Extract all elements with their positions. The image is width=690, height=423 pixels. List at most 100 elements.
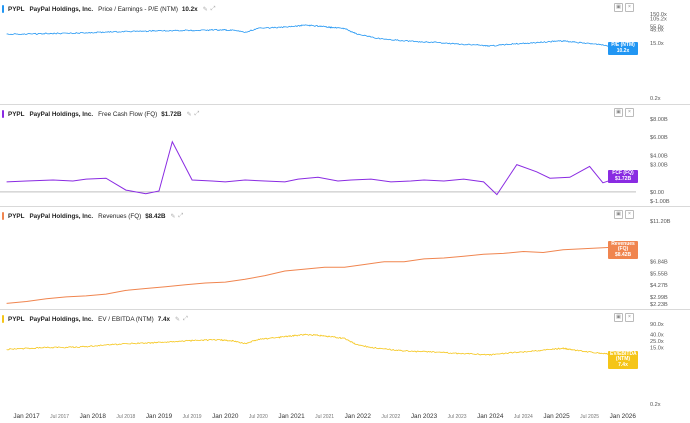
y-tick-label: 0.2x xyxy=(650,402,661,408)
metric-value: 10.2x xyxy=(181,5,198,13)
panel-controls: ▣ × xyxy=(614,108,634,117)
y-tick-label: $0.00 xyxy=(650,190,664,196)
metric-label: Revenues (FQ) xyxy=(98,212,142,220)
series-line xyxy=(6,246,623,304)
x-tick-label: Jan 2024 xyxy=(477,413,504,420)
x-tick-label: Jan 2019 xyxy=(145,413,173,420)
y-tick-label: $2.99B xyxy=(650,295,668,301)
x-tick-label: Jan 2018 xyxy=(79,413,106,420)
series-color-marker xyxy=(2,315,4,323)
maximize-icon[interactable]: ▣ xyxy=(614,108,623,117)
x-tick-label: Jul 2022 xyxy=(381,414,401,420)
y-tick-label: 105.2x xyxy=(650,17,667,23)
y-tick-label: $6.84B xyxy=(650,259,668,265)
edit-icon[interactable]: ✎ xyxy=(186,111,192,118)
badge-value: 10.2x xyxy=(616,47,630,54)
y-tick-label: 40.0x xyxy=(650,333,664,339)
expand-icon[interactable]: ⤢ xyxy=(194,110,200,117)
close-icon[interactable]: × xyxy=(625,313,634,322)
metric-value: $8.42B xyxy=(145,212,166,220)
x-tick-label: Jul 2023 xyxy=(447,414,467,420)
y-tick-label: 25.0x xyxy=(650,339,664,345)
chart-panel-0: PYPL PayPal Holdings, Inc. Price / Earning… xyxy=(0,0,690,104)
badge-value: $1.72B xyxy=(614,175,632,182)
metric-value: $1.72B xyxy=(161,110,182,118)
x-tick-label: Jan 2017 xyxy=(13,413,40,420)
ticker-label: PYPL xyxy=(8,212,25,220)
x-tick-label: Jan 2025 xyxy=(543,413,570,420)
series-color-marker xyxy=(2,212,4,220)
y-tick-label: $4.00B xyxy=(650,153,668,159)
badge-metric: P/E (NTM) xyxy=(611,42,635,49)
y-tick-label: 45.0x xyxy=(650,27,664,33)
panel-controls: ▣ × xyxy=(614,3,634,12)
panel-controls: ▣ × xyxy=(614,313,634,322)
line-chart: $11.20B $6.84B $5.55B $4.27B $2.99B$2.23B xyxy=(6,219,671,308)
close-icon[interactable]: × xyxy=(625,3,634,12)
y-tick-label: $-1.00B xyxy=(650,199,670,205)
x-tick-label: Jan 2023 xyxy=(410,413,438,420)
expand-icon[interactable]: ⤢ xyxy=(210,5,216,12)
x-tick-label: Jan 2022 xyxy=(344,413,371,420)
edit-icon[interactable]: ✎ xyxy=(170,213,176,220)
edit-icon[interactable]: ✎ xyxy=(202,6,208,13)
close-icon[interactable]: × xyxy=(625,210,634,219)
series-line xyxy=(6,24,623,49)
x-tick-label: Jul 2025 xyxy=(580,414,600,420)
badge-value: 7.4x xyxy=(618,361,628,368)
x-tick-label: Jan 2021 xyxy=(278,413,305,420)
badge-metric: EV/EBITDA (NTM) xyxy=(610,350,637,363)
y-tick-label: 55.0x xyxy=(650,25,664,31)
company-label: PayPal Holdings, Inc. xyxy=(29,110,94,118)
chart-panel-3: PYPL PayPal Holdings, Inc. EV / EBITDA (NT… xyxy=(0,309,690,410)
x-tick-label: Jul 2021 xyxy=(315,414,335,420)
y-tick-label: $4.27B xyxy=(650,283,668,289)
maximize-icon[interactable]: ▣ xyxy=(614,3,623,12)
badge-value: $8.42B xyxy=(614,251,632,258)
current-value-badge: EV/EBITDA (NTM) 7.4x xyxy=(608,350,638,370)
current-value-badge: P/E (NTM) 10.2x xyxy=(608,42,638,56)
ticker-label: PYPL xyxy=(8,5,25,13)
panel-header: PYPL PayPal Holdings, Inc. EV / EBITDA (NT… xyxy=(2,314,191,324)
current-value-badge: FCF (FQ) $1.72B xyxy=(608,170,638,184)
y-tick-label: $8.00B xyxy=(650,117,668,123)
close-icon[interactable]: × xyxy=(625,108,634,117)
metric-label: EV / EBITDA (NTM) xyxy=(98,315,154,323)
maximize-icon[interactable]: ▣ xyxy=(614,210,623,219)
company-label: PayPal Holdings, Inc. xyxy=(29,315,94,323)
metric-value: 7.4x xyxy=(157,315,171,323)
y-tick-label: 15.0x xyxy=(650,41,664,47)
ticker-label: PYPL xyxy=(8,315,25,323)
y-tick-label: $11.20B xyxy=(650,219,671,225)
maximize-icon[interactable]: ▣ xyxy=(614,313,623,322)
expand-icon[interactable]: ⤢ xyxy=(178,212,184,219)
series-line xyxy=(6,140,623,196)
panel-header: PYPL PayPal Holdings, Inc. Revenues (FQ) $8… xyxy=(2,211,186,221)
y-tick-label: $6.00B xyxy=(650,135,668,141)
x-tick-label: Jul 2019 xyxy=(182,414,202,420)
chart-panel-1: PYPL PayPal Holdings, Inc. Free Cash Flow … xyxy=(0,104,690,207)
expand-icon[interactable]: ⤢ xyxy=(183,315,188,322)
badge-metric: Revenues (FQ) xyxy=(611,240,635,253)
metric-label: Free Cash Flow (FQ) xyxy=(98,110,158,118)
y-tick-label: $3.00B xyxy=(650,163,668,169)
current-value-badge: Revenues (FQ) $8.42B xyxy=(608,240,638,260)
panel-header: PYPL PayPal Holdings, Inc. Free Cash Flow … xyxy=(2,109,202,119)
series-color-marker xyxy=(2,5,4,13)
x-tick-label: Jul 2017 xyxy=(50,414,70,420)
y-tick-label: 0.2x xyxy=(650,96,661,102)
edit-icon[interactable]: ✎ xyxy=(175,316,181,323)
x-tick-label: Jul 2018 xyxy=(116,414,136,420)
series-color-marker xyxy=(2,110,4,118)
y-tick-label: $5.55B xyxy=(650,271,668,277)
panel-controls: ▣ × xyxy=(614,210,634,219)
x-tick-label: Jul 2024 xyxy=(513,414,533,420)
metric-label: Price / Earnings - P/E (NTM) xyxy=(98,5,178,13)
chart-panel-2: PYPL PayPal Holdings, Inc. Revenues (FQ) $8… xyxy=(0,206,690,310)
y-tick-label: $2.23B xyxy=(650,302,668,308)
x-tick-label: Jul 2020 xyxy=(248,414,268,420)
y-tick-label: 15.0x xyxy=(650,345,664,351)
badge-metric: FCF (FQ) xyxy=(612,170,634,177)
